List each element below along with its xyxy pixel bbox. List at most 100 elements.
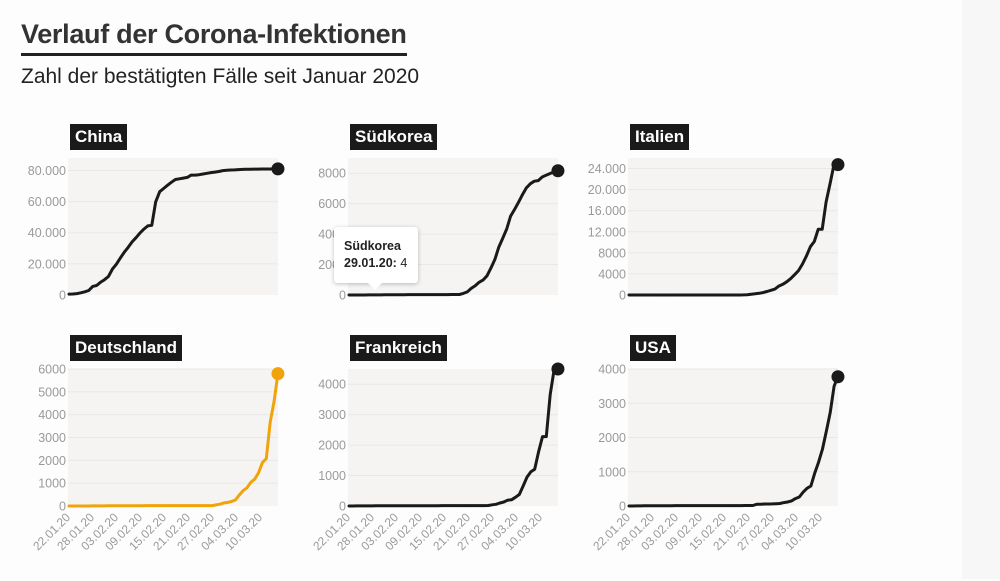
data-point[interactable]: [222, 501, 225, 505]
data-point[interactable]: [463, 504, 467, 507]
data-point[interactable]: [514, 496, 517, 499]
data-point[interactable]: [817, 228, 820, 231]
data-point[interactable]: [761, 291, 765, 294]
data-point[interactable]: [79, 291, 83, 295]
data-point[interactable]: [714, 293, 717, 297]
data-point[interactable]: [418, 293, 422, 296]
data-point[interactable]: [786, 500, 789, 504]
data-point[interactable]: [829, 411, 832, 414]
data-point[interactable]: [126, 246, 130, 249]
data-point[interactable]: [631, 504, 635, 508]
data-point[interactable]: [813, 240, 816, 243]
data-point[interactable]: [678, 504, 681, 507]
data-point[interactable]: [149, 504, 152, 507]
data-point[interactable]: [789, 277, 792, 280]
data-point[interactable]: [454, 293, 457, 296]
data-point[interactable]: [118, 504, 121, 507]
data-point[interactable]: [417, 504, 420, 507]
data-point[interactable]: [201, 172, 205, 176]
data-point[interactable]: [187, 504, 191, 507]
data-point[interactable]: [191, 504, 195, 507]
data-point[interactable]: [210, 504, 214, 507]
data-point[interactable]: [690, 293, 694, 297]
data-point[interactable]: [241, 489, 245, 492]
data-point[interactable]: [481, 278, 485, 282]
data-point[interactable]: [444, 504, 447, 507]
data-point[interactable]: [367, 293, 370, 297]
data-point[interactable]: [174, 178, 177, 181]
data-point[interactable]: [190, 173, 193, 177]
data-point[interactable]: [203, 504, 206, 507]
data-point[interactable]: [99, 281, 102, 284]
data-point[interactable]: [470, 287, 473, 290]
data-point[interactable]: [351, 293, 355, 297]
data-point[interactable]: [701, 504, 704, 507]
data-point[interactable]: [643, 293, 646, 297]
data-point[interactable]: [533, 179, 536, 183]
data-point[interactable]: [697, 504, 700, 507]
data-point[interactable]: [763, 502, 766, 506]
data-point[interactable]: [821, 447, 824, 451]
data-point[interactable]: [166, 184, 169, 187]
data-point[interactable]: [197, 173, 201, 176]
data-point[interactable]: [477, 281, 481, 284]
data-point[interactable]: [257, 167, 260, 171]
data-point[interactable]: [540, 175, 544, 179]
data-point[interactable]: [658, 504, 662, 508]
data-point[interactable]: [249, 167, 252, 171]
data-point[interactable]: [728, 504, 731, 507]
data-point[interactable]: [121, 504, 125, 507]
data-point[interactable]: [142, 227, 146, 231]
data-point[interactable]: [245, 168, 248, 171]
data-point[interactable]: [450, 293, 453, 296]
data-point[interactable]: [217, 170, 221, 173]
data-point[interactable]: [627, 293, 631, 297]
data-point[interactable]: [110, 504, 113, 507]
data-point[interactable]: [272, 400, 276, 403]
data-point[interactable]: [395, 293, 398, 296]
data-point[interactable]: [413, 504, 416, 507]
data-point[interactable]: [751, 504, 755, 507]
data-point[interactable]: [675, 293, 678, 297]
data-point[interactable]: [218, 502, 222, 506]
data-point[interactable]: [738, 293, 741, 297]
end-point-marker[interactable]: [831, 158, 845, 172]
data-point[interactable]: [458, 293, 461, 296]
data-point[interactable]: [757, 292, 761, 295]
data-point[interactable]: [193, 173, 197, 177]
data-point[interactable]: [386, 504, 389, 508]
data-point[interactable]: [674, 504, 677, 507]
data-point[interactable]: [639, 504, 642, 508]
end-point-marker[interactable]: [551, 362, 565, 376]
data-point[interactable]: [160, 504, 164, 507]
data-point[interactable]: [164, 504, 167, 507]
data-point[interactable]: [773, 287, 777, 291]
data-point[interactable]: [87, 289, 90, 292]
data-point[interactable]: [767, 502, 770, 506]
data-point[interactable]: [422, 293, 426, 296]
data-point[interactable]: [230, 500, 233, 503]
data-point[interactable]: [790, 499, 793, 503]
data-point[interactable]: [213, 170, 217, 174]
data-point[interactable]: [390, 504, 393, 508]
data-point[interactable]: [467, 504, 471, 507]
data-point[interactable]: [726, 293, 729, 297]
data-point[interactable]: [229, 168, 232, 172]
end-point-marker[interactable]: [551, 164, 565, 178]
data-point[interactable]: [456, 504, 459, 507]
data-point[interactable]: [137, 504, 140, 507]
end-point-marker[interactable]: [831, 370, 845, 384]
data-point[interactable]: [693, 504, 696, 507]
data-point[interactable]: [533, 467, 536, 471]
data-point[interactable]: [509, 214, 512, 218]
data-point[interactable]: [712, 504, 716, 507]
data-point[interactable]: [755, 503, 758, 506]
data-point[interactable]: [521, 484, 525, 488]
data-point[interactable]: [363, 293, 366, 297]
data-point[interactable]: [122, 251, 126, 254]
data-point[interactable]: [162, 187, 165, 190]
data-point[interactable]: [825, 430, 828, 433]
data-point[interactable]: [168, 504, 171, 507]
data-point[interactable]: [75, 292, 79, 295]
data-point[interactable]: [740, 504, 743, 507]
